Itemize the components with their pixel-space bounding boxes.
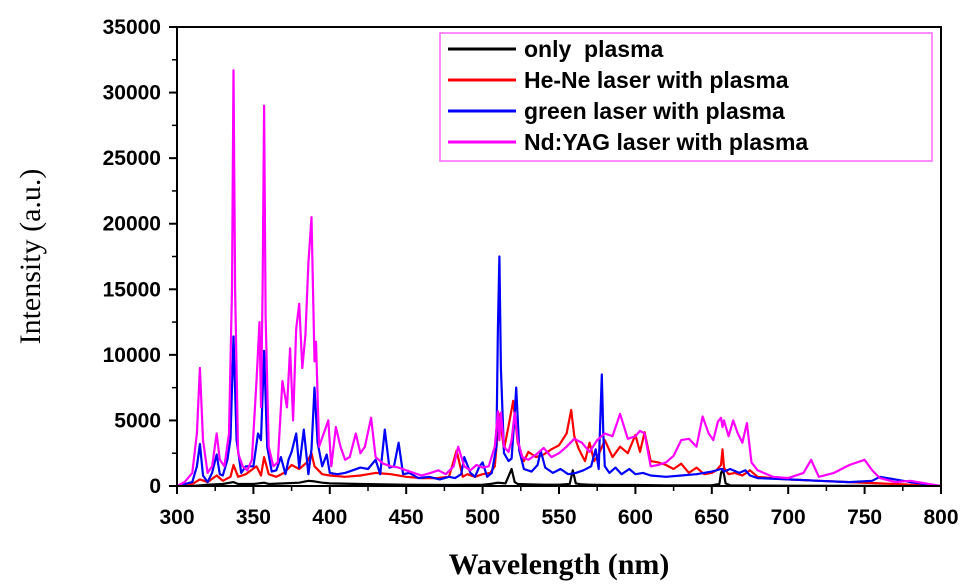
x-tick-label: 400 xyxy=(312,506,347,529)
series-layer xyxy=(177,69,941,486)
series-line-2 xyxy=(177,399,941,486)
y-tick-label: 20000 xyxy=(103,213,161,236)
legend-label-3: green laser with plasma xyxy=(524,98,785,124)
y-tick-label: 0 xyxy=(149,475,161,498)
legend-label-2: He-Ne laser with plasma xyxy=(524,67,789,93)
legend-box xyxy=(439,32,933,162)
x-tick-label: 800 xyxy=(923,506,958,529)
x-tick-label: 600 xyxy=(618,506,653,529)
x-tick-label: 750 xyxy=(847,506,882,529)
y-tick-label: 35000 xyxy=(103,16,161,39)
y-tick-label: 5000 xyxy=(114,409,161,432)
series-line-1 xyxy=(177,467,941,486)
y-tick-label: 15000 xyxy=(103,278,161,301)
y-axis-ticks: 0 5000 10000 15000 20000 25000 30000 35000 xyxy=(103,16,177,498)
y-tick-label: 30000 xyxy=(103,82,161,105)
series-line-3 xyxy=(177,255,941,486)
series-line-4 xyxy=(177,69,941,486)
legend-label-4: Nd:YAG laser with plasma xyxy=(524,129,808,155)
x-tick-label: 700 xyxy=(771,506,806,529)
y-axis-title: Intensity (a.u.) xyxy=(14,169,47,345)
x-tick-label: 650 xyxy=(694,506,729,529)
x-axis-title: Wavelength (nm) xyxy=(449,548,670,581)
x-tick-label: 500 xyxy=(465,506,500,529)
y-tick-label: 25000 xyxy=(103,147,161,170)
y-tick-label: 10000 xyxy=(103,344,161,367)
x-tick-label: 300 xyxy=(159,506,194,529)
x-tick-label: 450 xyxy=(389,506,424,529)
x-tick-label: 350 xyxy=(236,506,271,529)
x-tick-label: 550 xyxy=(541,506,576,529)
x-axis-ticks: 300 350 400 450 500 550 600 650 700 750 800 xyxy=(159,486,959,529)
legend: only plasma He-Ne laser with plasma green … xyxy=(439,32,933,162)
legend-label-1: only plasma xyxy=(524,36,664,62)
